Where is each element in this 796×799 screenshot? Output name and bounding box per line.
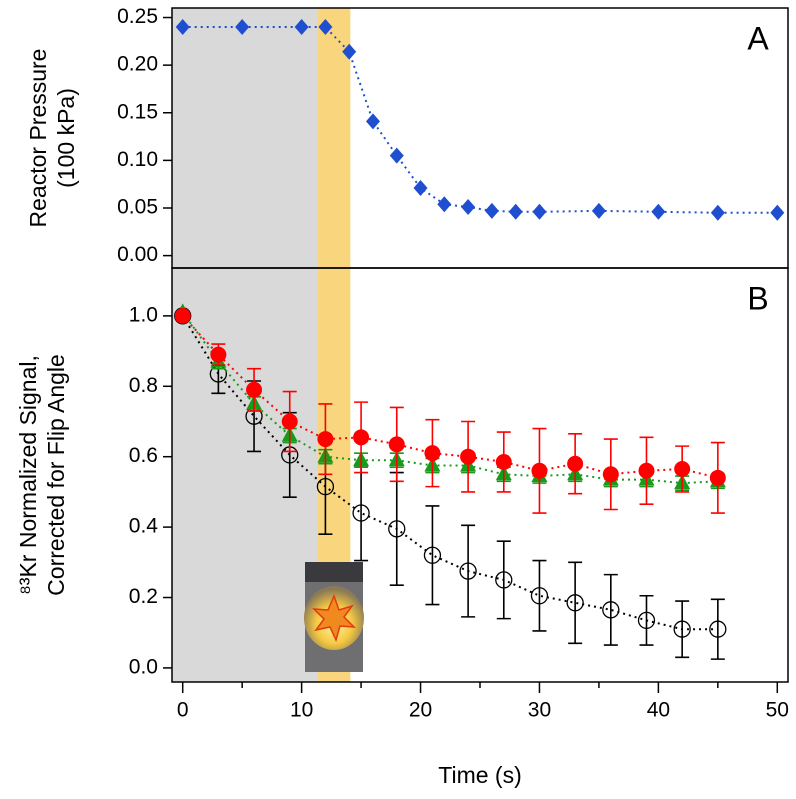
data-point bbox=[365, 113, 380, 130]
data-point bbox=[317, 431, 334, 448]
data-point bbox=[210, 346, 227, 363]
shaded-region bbox=[317, 8, 351, 268]
x-tick-label: 30 bbox=[528, 699, 551, 722]
data-point bbox=[353, 429, 370, 446]
data-point bbox=[389, 147, 404, 164]
data-point bbox=[413, 180, 428, 196]
error-bar bbox=[639, 594, 654, 646]
data-point bbox=[674, 461, 691, 478]
data-point bbox=[531, 462, 548, 479]
error-bar bbox=[568, 561, 583, 645]
y-axis-label: ⁸³Kr Normalized Signal, bbox=[15, 355, 41, 595]
y-tick-label: 0.8 bbox=[129, 374, 158, 397]
data-point bbox=[484, 202, 499, 219]
shaded-region bbox=[172, 268, 318, 682]
inset-photo bbox=[304, 562, 364, 672]
data-point bbox=[281, 413, 298, 430]
data-point bbox=[508, 203, 523, 220]
error-bar bbox=[496, 540, 511, 620]
data-point bbox=[567, 455, 584, 472]
data-point bbox=[709, 620, 727, 638]
data-point bbox=[388, 520, 406, 538]
y-tick-label: 0.15 bbox=[117, 100, 158, 123]
data-point bbox=[461, 199, 476, 216]
y-axis-label: (100 kPa) bbox=[53, 88, 79, 188]
data-point bbox=[532, 203, 547, 220]
data-point bbox=[352, 504, 370, 522]
data-point bbox=[459, 562, 477, 580]
x-tick-label: 40 bbox=[647, 699, 670, 722]
data-point bbox=[318, 19, 333, 36]
data-point bbox=[770, 204, 785, 221]
data-point bbox=[174, 307, 191, 324]
data-point bbox=[388, 436, 405, 453]
y-tick-label: 0.6 bbox=[129, 444, 158, 467]
shaded-region bbox=[172, 8, 318, 268]
panel-label: A bbox=[747, 20, 769, 56]
x-tick-label: 10 bbox=[290, 699, 313, 722]
data-point bbox=[424, 445, 441, 462]
y-tick-label: 0.10 bbox=[117, 148, 158, 171]
data-point bbox=[638, 462, 655, 479]
y-tick-label: 0.4 bbox=[129, 515, 159, 538]
data-point bbox=[566, 594, 584, 612]
data-point bbox=[316, 477, 335, 496]
data-point bbox=[602, 601, 620, 619]
data-point bbox=[460, 448, 477, 465]
y-tick-label: 0.05 bbox=[117, 196, 158, 219]
data-point bbox=[637, 611, 656, 630]
series-line bbox=[181, 315, 719, 479]
error-bar bbox=[532, 559, 547, 632]
error-bar bbox=[425, 505, 440, 606]
y-tick-label: 0.25 bbox=[117, 5, 158, 28]
data-point bbox=[437, 196, 452, 213]
data-point bbox=[602, 466, 619, 483]
data-point bbox=[591, 202, 606, 219]
y-tick-label: 1.0 bbox=[129, 303, 158, 326]
error-bar bbox=[389, 471, 404, 586]
data-point bbox=[710, 204, 725, 221]
series-line bbox=[181, 311, 718, 485]
data-point bbox=[651, 203, 666, 220]
error-bar bbox=[461, 524, 476, 618]
error-bar bbox=[675, 600, 690, 659]
x-tick-label: 0 bbox=[177, 699, 189, 722]
data-point bbox=[709, 469, 726, 486]
y-tick-label: 0.2 bbox=[129, 585, 158, 608]
panel-label: B bbox=[747, 280, 768, 316]
burst-icon bbox=[312, 593, 356, 643]
data-point bbox=[294, 19, 309, 36]
data-point bbox=[423, 546, 442, 564]
y-tick-label: 0.0 bbox=[129, 655, 158, 678]
error-bar bbox=[603, 573, 618, 646]
data-point bbox=[235, 19, 250, 36]
data-point bbox=[673, 620, 691, 638]
data-point bbox=[495, 453, 512, 470]
data-point bbox=[342, 43, 357, 60]
data-point bbox=[246, 381, 263, 398]
x-tick-label: 20 bbox=[409, 699, 432, 722]
data-point bbox=[175, 19, 190, 36]
x-axis-label: Time (s) bbox=[438, 762, 521, 788]
y-axis-label: Corrected for Flip Angle bbox=[43, 354, 69, 596]
y-axis-label: Reactor Pressure bbox=[25, 49, 51, 228]
x-tick-label: 50 bbox=[766, 699, 789, 722]
y-tick-label: 0.00 bbox=[117, 243, 158, 266]
y-tick-label: 0.20 bbox=[117, 53, 158, 76]
photo-top bbox=[305, 562, 363, 582]
data-point bbox=[530, 587, 549, 605]
error-bar bbox=[354, 464, 369, 562]
data-point bbox=[495, 571, 513, 589]
error-bar bbox=[710, 598, 725, 660]
